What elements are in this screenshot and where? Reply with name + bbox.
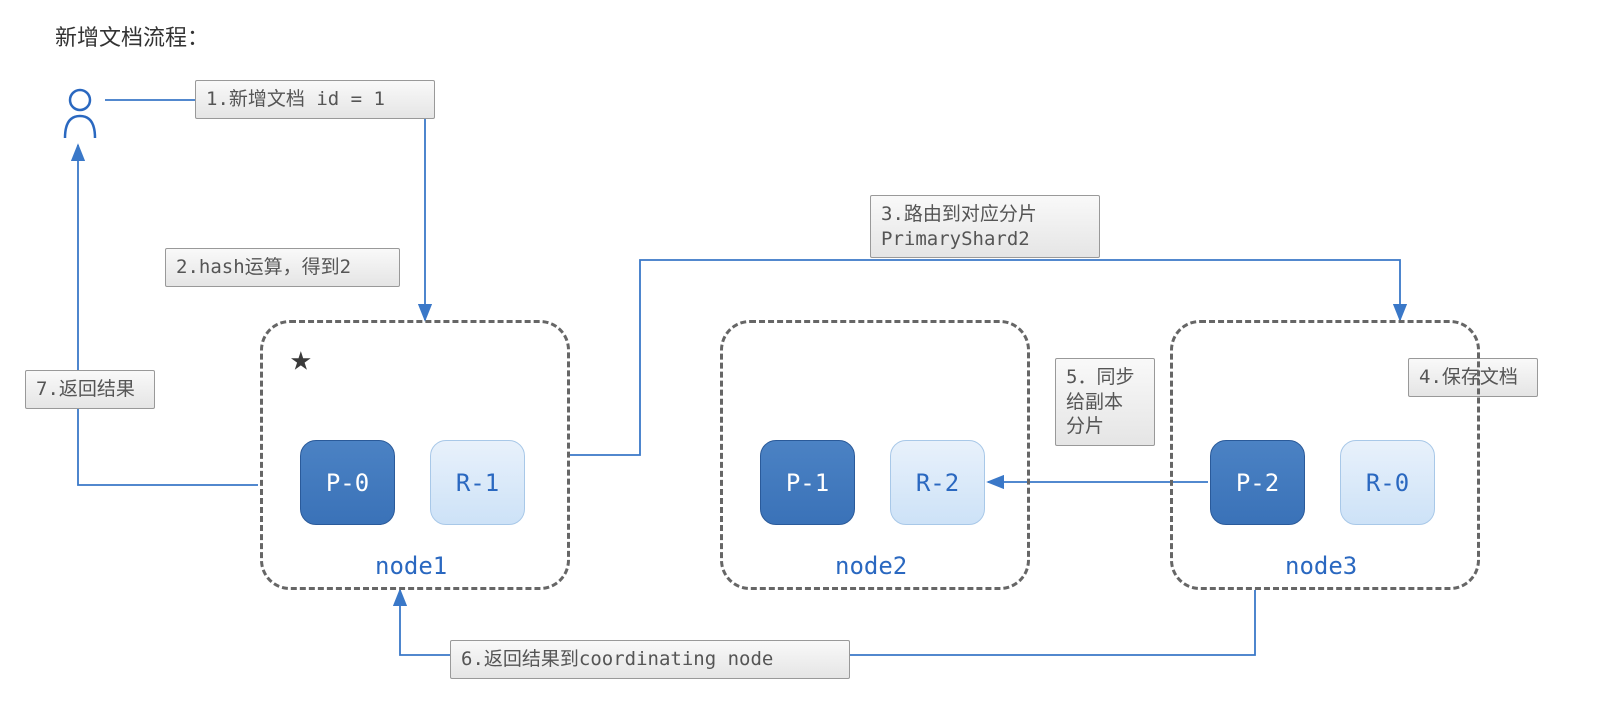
shard-r0: R-0: [1340, 440, 1435, 525]
shard-r1: R-1: [430, 440, 525, 525]
diagram-title: 新增文档流程：: [55, 20, 209, 52]
shard-p2: P-2: [1210, 440, 1305, 525]
step6-label: 6.返回结果到coordinating node: [450, 640, 850, 679]
shard-p1: P-1: [760, 440, 855, 525]
shard-p0: P-0: [300, 440, 395, 525]
diagram-canvas: 新增文档流程： ★ 1.新增文档 id = 12.hash运算，得到23.路由到…: [0, 0, 1618, 711]
step5-label: 5．同步 给副本 分片: [1055, 358, 1155, 446]
node2-label: node2: [835, 552, 907, 580]
arrow-a1: [105, 100, 425, 320]
node3-label: node3: [1285, 552, 1357, 580]
step3-label: 3.路由到对应分片 PrimaryShard2: [870, 195, 1100, 258]
step7-label: 7.返回结果: [25, 370, 155, 409]
step2-label: 2.hash运算，得到2: [165, 248, 400, 287]
arrow-a7: [78, 145, 258, 485]
node1-label: node1: [375, 552, 447, 580]
user-actor-icon: [60, 88, 100, 143]
shard-r2: R-2: [890, 440, 985, 525]
step1-label: 1.新增文档 id = 1: [195, 80, 435, 119]
